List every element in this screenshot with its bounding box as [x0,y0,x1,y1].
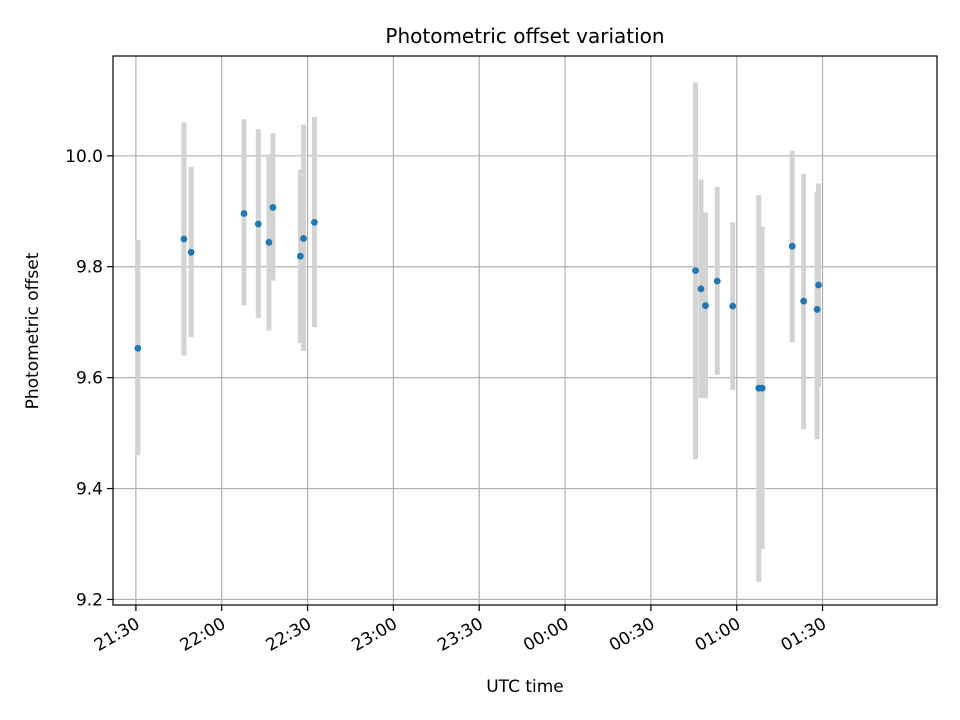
data-point [297,252,304,260]
data-point [813,306,821,313]
x-axis-label: UTC time [486,677,564,697]
data-point [697,285,705,293]
data-point [758,384,766,392]
data-point [815,281,822,289]
y-axis-label: Photometric offset [23,252,43,409]
grid-lines [113,56,937,605]
data-point [702,302,709,309]
data-point [692,267,699,275]
data-point [800,297,808,305]
chart-title: Photometric offset variation [385,24,664,48]
y-tick-label: 10.0 [65,147,103,167]
y-tick-label: 9.4 [76,480,103,500]
data-point [300,235,307,242]
data-point [311,218,318,226]
data-point [788,242,796,250]
data-point [729,302,737,310]
data-point [134,344,142,352]
y-tick-label: 9.2 [76,590,103,610]
y-axis-ticks: 9.2 9.4 9.6 9.8 10.0 [65,147,113,610]
data-point [713,277,721,285]
data-points [134,203,822,392]
data-point [265,238,273,246]
plot-frame [112,55,938,606]
data-point [240,210,248,217]
y-tick-label: 9.8 [76,258,103,278]
data-point [180,235,188,243]
data-point [269,203,277,211]
data-point [187,248,195,256]
y-tick-label: 9.6 [76,369,103,389]
data-point [254,220,262,228]
